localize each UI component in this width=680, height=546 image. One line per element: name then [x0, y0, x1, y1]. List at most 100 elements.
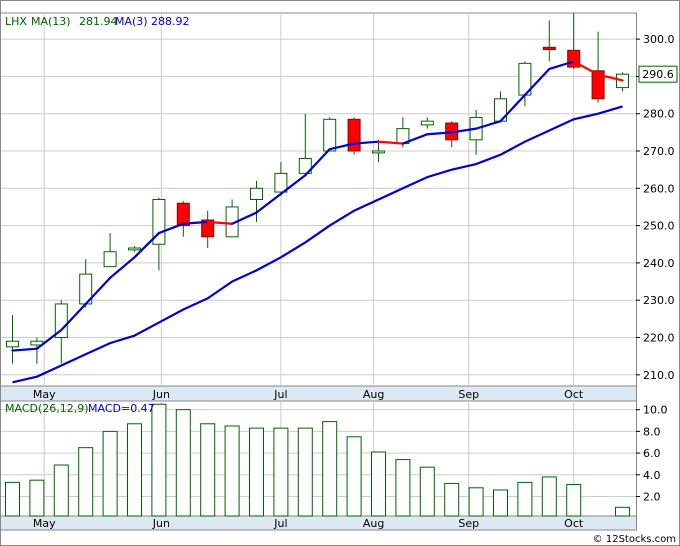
candle-body-up — [103, 251, 117, 268]
macd-x-axis: May Jun Jul Aug Sep Oct — [33, 517, 584, 530]
candle-body-up — [298, 157, 312, 174]
macd-bar — [249, 427, 264, 517]
ma-short-segment — [182, 220, 209, 225]
legend-ma-short-label: MA(3) — [115, 15, 148, 28]
macd-tick-label: 2.0 — [643, 490, 661, 503]
month-label: Oct — [564, 388, 584, 401]
macd-bar — [468, 487, 484, 517]
macd-bar — [297, 427, 313, 517]
ma-short-segment — [206, 220, 234, 225]
macd-bar — [322, 421, 338, 517]
macd-month-label: Jul — [273, 517, 287, 530]
candle-body-up — [128, 247, 141, 251]
ma-short-segment — [548, 60, 575, 71]
candle — [518, 61, 532, 107]
macd-bar — [53, 464, 69, 517]
ma-short-segment — [84, 276, 112, 306]
macd-tick-label: 4.0 — [643, 469, 661, 482]
candle — [372, 139, 385, 163]
macd-bar — [444, 482, 460, 517]
candle — [6, 315, 19, 364]
candle — [347, 117, 361, 155]
macd-month-label: Jun — [152, 517, 170, 530]
price-tick-label: 260.0 — [643, 182, 675, 195]
candle — [250, 180, 263, 222]
macd-bar — [29, 479, 45, 517]
candle — [420, 117, 434, 129]
ma-short-segment — [231, 211, 258, 225]
candle-body-up — [420, 120, 434, 126]
macd-bar — [78, 447, 94, 517]
price-tick-label: 240.0 — [643, 257, 675, 270]
macd-x-band — [0, 515, 637, 531]
macd-bar — [615, 506, 630, 517]
price-tick-label: 280.0 — [643, 108, 675, 121]
macd-month-label: Aug — [363, 517, 384, 530]
ma-short-segment — [450, 127, 478, 134]
macd-bar — [541, 476, 557, 517]
macd-y-axis: 2.0 4.0 6.0 8.0 10.0 — [636, 404, 668, 503]
candle — [54, 300, 68, 364]
ma-short-segment — [60, 302, 87, 332]
ma-short-segment — [475, 120, 502, 130]
macd-month-label: May — [33, 517, 56, 530]
candle — [323, 117, 337, 152]
macd-tick-label: 6.0 — [643, 447, 661, 460]
last-price-box-frame — [638, 65, 678, 83]
month-label: May — [33, 388, 56, 401]
macd-bars — [5, 403, 630, 517]
price-plot-area — [0, 12, 637, 387]
price-x-band — [0, 385, 637, 402]
macd-month-label: Oct — [564, 517, 584, 530]
macd-month-label: Sep — [458, 517, 479, 530]
last-price-box: 290.6 — [638, 65, 678, 83]
ma-short-segment — [523, 67, 551, 97]
moving-averages — [11, 60, 624, 384]
macd-bar — [371, 451, 386, 517]
legend-ma-long-value: 281.94 — [79, 15, 118, 28]
candle-body-up — [323, 118, 337, 152]
ma-short-segment — [377, 140, 404, 145]
candle-body-up — [6, 340, 19, 348]
price-tick-label: 220.0 — [643, 332, 675, 345]
ma-short-segment — [328, 142, 356, 151]
ma-short-segment — [108, 256, 136, 279]
macd-bar — [346, 436, 362, 517]
ma-short-segment — [499, 93, 527, 123]
legend-macd-value: MACD=0.47 — [88, 402, 155, 415]
ma-short-segment — [596, 73, 624, 82]
macd-bar — [224, 425, 240, 517]
candle-body-down — [591, 70, 605, 100]
macd-tick-label: 8.0 — [643, 425, 661, 438]
candle — [79, 259, 93, 308]
candle — [542, 20, 556, 62]
candle — [298, 113, 312, 174]
candle — [103, 233, 117, 268]
legend-ma-long-label: MA(13) — [31, 15, 71, 28]
month-label: Jun — [152, 388, 170, 401]
ma-short-segment — [11, 347, 39, 352]
price-tick-label: 250.0 — [643, 220, 675, 233]
legend-ma-short-value: 288.92 — [151, 15, 190, 28]
macd-bar — [566, 484, 582, 517]
ma-short-segment — [157, 222, 185, 235]
candle-body-up — [54, 303, 68, 339]
macd-bar — [395, 459, 411, 517]
ma-short-segment — [255, 192, 282, 214]
month-label: Sep — [458, 388, 479, 401]
price-tick-label: 210.0 — [643, 369, 675, 382]
macd-bar — [102, 430, 118, 517]
price-legend: LHX MA(13) 281.94 MA(3) 288.92 — [5, 15, 190, 28]
watermark: © 12Stocks.com — [593, 534, 676, 545]
candlesticks — [6, 13, 629, 364]
macd-bar — [273, 427, 289, 517]
candle — [225, 199, 239, 238]
ma-short-segment — [304, 148, 331, 177]
macd-plot-area — [0, 400, 637, 517]
macd-bar — [200, 423, 216, 517]
candle-body-up — [274, 172, 288, 193]
ma-short-segment — [133, 231, 160, 259]
legend-symbol: LHX — [5, 15, 27, 28]
price-tick-label: 230.0 — [643, 294, 675, 307]
